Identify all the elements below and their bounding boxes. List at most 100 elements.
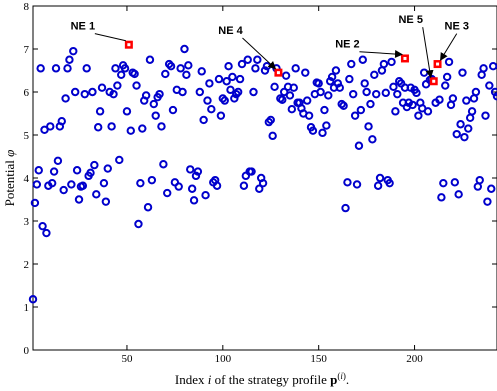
y-tick-label: 3: [24, 216, 30, 228]
data-point: [86, 168, 95, 178]
data-point: [207, 105, 216, 114]
data-point: [325, 77, 335, 86]
y-tick-label: 1: [24, 302, 30, 314]
y-axis-label: Potential φ: [2, 150, 17, 207]
data-point: [115, 155, 124, 165]
data-point: [373, 181, 383, 190]
data-point: [452, 129, 461, 139]
annotation-arrow: [94, 33, 126, 42]
data-point: [291, 64, 300, 73]
ne-point-center: [432, 79, 436, 83]
y-tick-label: 5: [24, 130, 30, 142]
data-point: [487, 184, 496, 193]
data-point: [268, 131, 277, 141]
data-point: [230, 94, 239, 103]
data-point: [47, 178, 57, 188]
data-point: [228, 72, 237, 82]
data-point: [393, 89, 402, 99]
data-point: [481, 111, 490, 120]
data-point: [203, 96, 212, 105]
annotations: NE 1 NE 4 NE 2 NE 5 NE 3: [71, 14, 469, 79]
data-point: [339, 101, 348, 110]
data-point: [67, 180, 76, 189]
x-tick-label: 200: [406, 353, 423, 365]
data-point: [95, 107, 105, 116]
data-point: [80, 89, 89, 99]
data-point: [391, 107, 400, 116]
y-tick-label: 8: [24, 1, 30, 13]
data-point: [180, 44, 189, 54]
data-point: [74, 195, 84, 204]
data-point: [412, 88, 421, 98]
data-point: [460, 132, 469, 142]
data-point: [63, 64, 72, 73]
data-point: [247, 167, 256, 176]
data-point: [358, 55, 367, 64]
data-point: [70, 87, 80, 97]
data-point: [69, 46, 78, 56]
data-point: [354, 141, 364, 150]
data-point: [364, 122, 373, 131]
data-point: [279, 87, 289, 97]
data-point: [239, 181, 249, 190]
data-point: [163, 188, 172, 198]
data-point: [439, 178, 448, 188]
data-point: [475, 175, 484, 185]
annotation-label: NE 2: [335, 39, 359, 51]
data-point: [141, 91, 151, 100]
ne-point-center: [127, 43, 131, 47]
data-point: [176, 64, 185, 73]
data-point: [270, 82, 279, 92]
y-tick-label: 0: [24, 345, 30, 357]
data-point: [92, 190, 101, 199]
data-point: [46, 122, 55, 131]
data-point: [147, 175, 157, 185]
data-point: [360, 79, 369, 88]
data-point: [168, 105, 178, 115]
data-point: [448, 94, 458, 103]
data-point: [235, 74, 245, 84]
data-point: [343, 178, 352, 187]
data-point: [101, 197, 111, 206]
data-point: [479, 64, 488, 73]
data-point: [490, 87, 497, 97]
data-point: [437, 193, 446, 202]
data-point: [379, 59, 389, 69]
annotation-label: NE 4: [218, 25, 243, 37]
ne-point-center: [403, 56, 407, 60]
data-point: [352, 180, 362, 189]
annotation-label: NE 5: [398, 14, 422, 26]
data-point: [324, 91, 333, 100]
data-point: [335, 83, 344, 92]
data-point: [155, 89, 164, 99]
data-point: [65, 55, 74, 64]
data-point: [201, 191, 210, 200]
data-point: [281, 71, 291, 80]
x-axis-label: Index i of the strategy profile p(i).: [175, 371, 349, 387]
data-point: [255, 184, 264, 193]
data-point: [57, 117, 66, 126]
data-point: [464, 124, 473, 133]
data-point: [308, 126, 318, 135]
x-tick-label: 100: [215, 353, 232, 365]
data-point: [28, 295, 38, 304]
data-point: [122, 107, 132, 116]
data-point: [109, 89, 118, 99]
data-point: [441, 81, 450, 90]
data-points: [28, 40, 497, 304]
data-point: [414, 111, 423, 120]
data-point: [186, 165, 195, 174]
data-point: [348, 89, 358, 99]
data-point: [260, 66, 270, 75]
data-point: [454, 190, 463, 199]
data-point: [143, 203, 153, 212]
y-tick-label: 2: [24, 259, 30, 271]
data-point: [318, 128, 327, 138]
data-point: [333, 79, 343, 88]
axis-ticks: 50 100 150 200 0 1 2 3 4 5 6 7 8: [24, 1, 497, 365]
data-point: [456, 120, 465, 129]
y-tick-label: 7: [24, 44, 30, 56]
data-point: [138, 124, 147, 133]
data-point: [159, 160, 168, 169]
data-point: [285, 91, 295, 100]
